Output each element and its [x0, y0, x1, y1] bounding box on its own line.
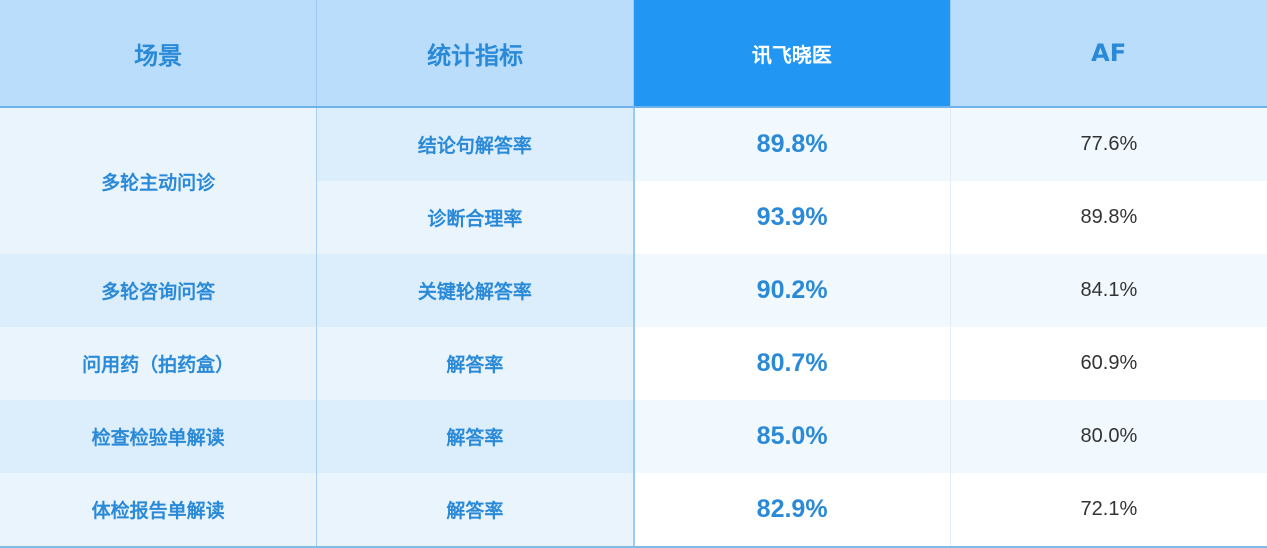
table-row: 问用药（拍药盒） 解答率 80.7% 60.9%	[0, 327, 1267, 400]
table-row: 体检报告单解读 解答率 82.9% 72.1%	[0, 473, 1267, 548]
metric-cell: 结论句解答率	[316, 107, 635, 181]
metric-cell: 解答率	[316, 473, 635, 548]
af-value: 80.0%	[950, 400, 1267, 473]
metric-cell: 解答率	[316, 400, 635, 473]
xunfei-value: 80.7%	[633, 327, 951, 400]
header-metric: 统计指标	[316, 0, 634, 108]
metric-cell: 解答率	[316, 327, 635, 400]
af-value: 89.8%	[950, 181, 1267, 254]
xunfei-value: 93.9%	[633, 181, 951, 254]
scene-cell: 检查检验单解读	[0, 400, 318, 473]
header-af: AF	[950, 0, 1267, 108]
table-row: 检查检验单解读 解答率 85.0% 80.0%	[0, 400, 1267, 473]
header-scene: 场景	[0, 0, 318, 108]
metric-cell: 关键轮解答率	[316, 254, 635, 327]
metric-cell: 诊断合理率	[316, 181, 635, 254]
scene-cell: 多轮主动问诊	[0, 107, 318, 254]
scene-cell: 体检报告单解读	[0, 473, 318, 548]
header-xunfei: 讯飞晓医	[633, 0, 951, 108]
af-value: 77.6%	[950, 107, 1267, 181]
af-value: 72.1%	[950, 473, 1267, 548]
xunfei-value: 89.8%	[633, 107, 951, 181]
scene-cell: 多轮咨询问答	[0, 254, 318, 327]
xunfei-value: 90.2%	[633, 254, 951, 327]
table-row: 诊断合理率 93.9% 89.8%	[0, 181, 1267, 254]
table-row: 多轮主动问诊 结论句解答率 89.8% 77.6%	[0, 107, 1267, 254]
table-row: 多轮咨询问答 关键轮解答率 90.2% 84.1%	[0, 254, 1267, 327]
af-value: 60.9%	[950, 327, 1267, 400]
xunfei-value: 82.9%	[633, 473, 951, 548]
af-value: 84.1%	[950, 254, 1267, 327]
scene-cell: 问用药（拍药盒）	[0, 327, 318, 400]
xunfei-value: 85.0%	[633, 400, 951, 473]
header-row: 场景 统计指标 讯飞晓医 AF	[0, 0, 1267, 108]
